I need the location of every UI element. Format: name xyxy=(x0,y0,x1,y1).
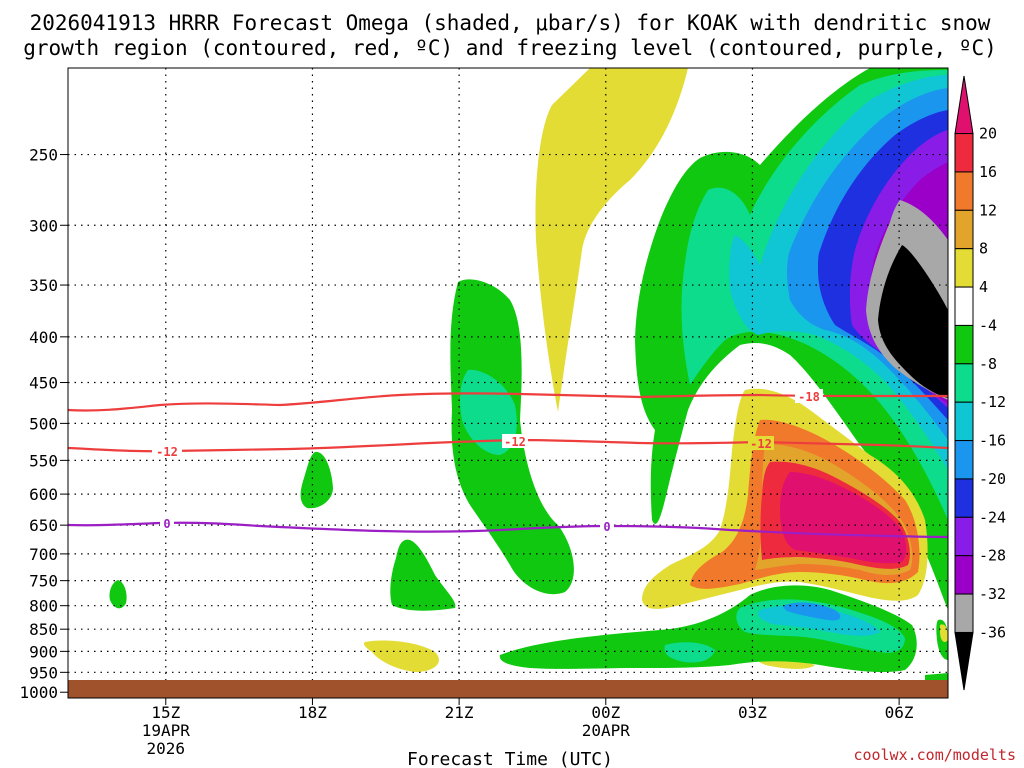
y-tick-label: 350 xyxy=(29,276,58,295)
x-tick-label: 00Z xyxy=(591,703,620,722)
shade-sinking-teal-mid xyxy=(460,369,517,455)
colorbar-swatch xyxy=(954,440,974,480)
shade-teal-low2 xyxy=(664,642,715,663)
colorbar-label: 8 xyxy=(979,240,988,258)
y-tick-label: 800 xyxy=(29,597,58,616)
y-tick-label: 300 xyxy=(29,216,58,235)
shade-cyan-low xyxy=(758,605,880,636)
contour-label-minus18: -18 xyxy=(798,390,820,404)
chart-title-line1: 2026041913 HRRR Forecast Omega (shaded, … xyxy=(30,11,991,35)
grid xyxy=(68,68,948,698)
shade-black-right xyxy=(878,245,948,398)
omega-shading xyxy=(109,68,948,680)
shade-magenta-core xyxy=(780,472,907,564)
colorbar-swatch xyxy=(954,133,974,173)
contour-label-minus12-b: -12 xyxy=(504,435,526,449)
x-tick-label: 03Z xyxy=(738,703,767,722)
colorbar-label: -24 xyxy=(979,508,1006,526)
shade-green-floor xyxy=(925,673,948,680)
y-axis: 250 300 350 400 450 500 550 600 650 700 750 800 850 9… xyxy=(19,146,68,702)
y-tick-label: 850 xyxy=(29,620,58,639)
x-tick-sublabel: 19APR xyxy=(142,721,191,740)
y-tick-label: 450 xyxy=(29,374,58,393)
colorbar-swatch xyxy=(954,555,974,595)
contour-label-minus12-a: -12 xyxy=(156,445,178,459)
shade-green-blob-3 xyxy=(109,580,127,609)
colorbar-swatch xyxy=(954,286,974,326)
y-tick-label: 500 xyxy=(29,414,58,433)
y-tick-label: 550 xyxy=(29,451,58,470)
x-tick-sublabel: 2026 xyxy=(147,739,186,758)
ground-bar xyxy=(68,680,948,698)
contour-label-zero-a: 0 xyxy=(163,517,170,531)
contour-labels: -12 -12 -12 -18 0 0 xyxy=(152,389,823,534)
y-tick-label: 600 xyxy=(29,485,58,504)
y-tick-label: 950 xyxy=(29,663,58,682)
shade-rising-yellow xyxy=(535,68,688,412)
colorbar-swatch xyxy=(954,401,974,442)
contour-label-zero-b: 0 xyxy=(603,520,610,534)
y-tick-label: 700 xyxy=(29,545,58,564)
contour-label-minus12-c: -12 xyxy=(750,437,772,451)
colorbar-label: -12 xyxy=(979,393,1006,411)
x-tick-label: 15Z xyxy=(151,703,180,722)
colorbar-swatch xyxy=(954,593,974,633)
y-tick-label: 900 xyxy=(29,642,58,661)
chart-title-line2: growth region (contoured, red, ºC) and f… xyxy=(23,36,997,60)
colorbar-swatch xyxy=(954,209,974,250)
colorbar-label: 16 xyxy=(979,163,997,181)
colorbar-swatch xyxy=(954,171,974,211)
x-tick-sublabel: 20APR xyxy=(582,721,631,740)
y-tick-label: 650 xyxy=(29,516,58,535)
colorbar-top-triangle xyxy=(954,75,974,135)
y-tick-label: 400 xyxy=(29,328,58,347)
colorbar-label: -28 xyxy=(979,547,1006,565)
shade-yellow-blob-low xyxy=(363,640,439,672)
colorbar-label: 20 xyxy=(979,125,997,143)
colorbar-label: -8 xyxy=(979,355,997,373)
colorbar-label: -36 xyxy=(979,623,1006,641)
colorbar-swatch xyxy=(954,478,974,518)
dgz-contour-minus18 xyxy=(68,392,948,412)
credit-text: coolwx.com/modelts xyxy=(853,746,1016,764)
y-tick-label: 1000 xyxy=(19,683,58,702)
freezing-level-contour xyxy=(68,521,948,539)
x-tick-label: 21Z xyxy=(445,703,474,722)
y-tick-label: 250 xyxy=(29,146,58,165)
x-axis-title: Forecast Time (UTC) xyxy=(407,749,613,768)
colorbar-label: 4 xyxy=(979,278,988,296)
colorbar-bottom-triangle xyxy=(954,631,974,691)
colorbar: 20 16 12 8 4 -4 -8 -12 -16 -20 -24 -28 -32 -36 xyxy=(954,75,1006,691)
colorbar-label: -16 xyxy=(979,432,1006,450)
colorbar-label: -20 xyxy=(979,470,1006,488)
colorbar-label: -32 xyxy=(979,585,1006,603)
shade-blue-low xyxy=(783,602,841,621)
plot-area: -12 -12 -12 -18 0 0 xyxy=(68,68,948,698)
colorbar-swatch xyxy=(954,248,974,288)
colorbar-label: -4 xyxy=(979,316,997,334)
y-tick-label: 750 xyxy=(29,572,58,591)
x-tick-label: 18Z xyxy=(298,703,327,722)
colorbar-swatch xyxy=(954,363,974,403)
colorbar-swatch xyxy=(954,324,974,365)
shade-green-blob-2 xyxy=(390,539,456,611)
colorbar-label: 12 xyxy=(979,201,997,219)
colorbar-swatch xyxy=(954,516,974,557)
x-tick-label: 06Z xyxy=(885,703,914,722)
